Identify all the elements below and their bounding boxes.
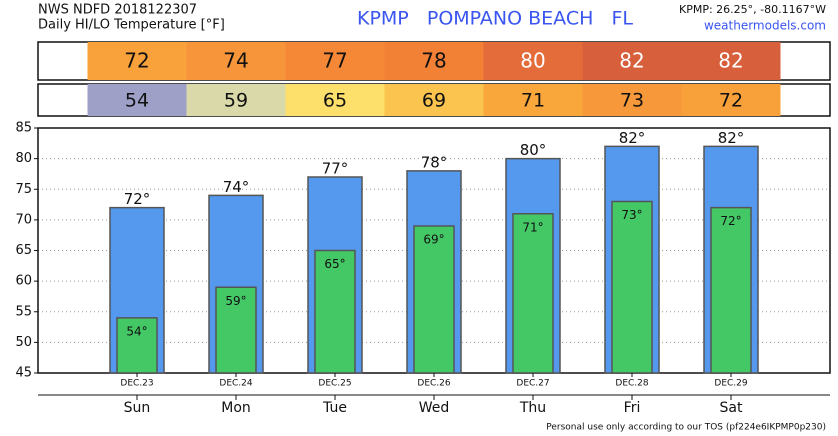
y-tick-label: 85 — [15, 121, 32, 136]
y-tick-label: 60 — [15, 274, 32, 289]
y-tick-label: 70 — [15, 212, 32, 227]
bar-label: 73° — [621, 208, 642, 222]
strip-cell — [384, 84, 484, 116]
strip-value: 65 — [323, 90, 347, 112]
strip-value: 72 — [719, 90, 743, 112]
bar — [611, 200, 653, 374]
bar-label: 54° — [126, 324, 147, 338]
strip-value: 74 — [223, 49, 248, 73]
strip-cell — [186, 42, 286, 80]
bar — [116, 317, 158, 374]
strip-cell — [483, 42, 583, 80]
strip-cell — [186, 84, 286, 116]
date-label: DEC.24 — [219, 379, 252, 389]
bar — [710, 206, 752, 374]
bar — [314, 249, 356, 374]
bar-label: 77° — [322, 160, 349, 178]
strip-value: 80 — [520, 49, 545, 73]
x-tick-label: Sun — [124, 400, 151, 416]
strip-cell — [87, 84, 187, 116]
x-tick-label: Wed — [419, 400, 450, 416]
date-label: DEC.23 — [120, 379, 153, 389]
x-tick-label: Tue — [322, 400, 347, 416]
strip-cell — [681, 42, 781, 80]
y-tick-label: 50 — [15, 335, 32, 350]
strip-value: 78 — [421, 49, 446, 73]
strip-value: 72 — [124, 49, 149, 73]
y-tick-label: 45 — [15, 366, 32, 381]
strip-cell — [582, 84, 682, 116]
strip-cell — [483, 84, 583, 116]
x-tick-label: Sat — [720, 400, 743, 416]
strip-cell — [681, 84, 781, 116]
y-tick-label: 75 — [15, 182, 32, 197]
strip-cell — [285, 42, 385, 80]
y-tick-label: 55 — [15, 304, 32, 319]
strip-cell — [285, 84, 385, 116]
date-label: DEC.25 — [318, 379, 351, 389]
strip-value: 73 — [620, 90, 644, 112]
bar-label: 80° — [520, 141, 547, 159]
bar-label: 72° — [124, 190, 151, 208]
date-label: DEC.29 — [714, 379, 747, 389]
date-label: DEC.28 — [615, 379, 648, 389]
strip-value: 59 — [224, 90, 248, 112]
bar — [215, 286, 257, 374]
y-tick-label: 65 — [15, 243, 32, 258]
strip-value: 77 — [322, 49, 347, 73]
strip-value: 82 — [619, 49, 644, 73]
strip-value: 69 — [422, 90, 446, 112]
strip-cell — [582, 42, 682, 80]
strip-cell — [384, 42, 484, 80]
source: NWS NDFD 2018122307 — [38, 3, 197, 18]
y-tick-label: 80 — [15, 151, 32, 166]
date-label: DEC.26 — [417, 379, 450, 389]
location: KPMP: 26.25°, -80.1167°W — [679, 3, 826, 16]
bar-label: 82° — [718, 129, 745, 147]
bar — [413, 225, 455, 374]
strip-value: 54 — [125, 90, 149, 112]
strip-value: 71 — [521, 90, 545, 112]
x-tick-label: Fri — [624, 400, 641, 416]
chart-title: KPMP POMPANO BEACH FL — [357, 8, 633, 30]
site-link[interactable]: weathermodels.com — [704, 19, 826, 33]
bar-label: 82° — [619, 129, 646, 147]
x-tick-label: Thu — [519, 400, 546, 416]
x-tick-label: Mon — [221, 400, 251, 416]
bar-label: 78° — [421, 153, 448, 171]
bar-label: 59° — [225, 294, 246, 308]
bar-label: 74° — [223, 178, 250, 196]
bar — [512, 213, 554, 374]
bar-label: 69° — [423, 233, 444, 247]
footer: Personal use only according to our TOS (… — [546, 423, 826, 433]
bar-label: 65° — [324, 257, 345, 271]
bar-label: 71° — [522, 220, 543, 234]
strip-value: 82 — [718, 49, 743, 73]
bar-label: 72° — [720, 214, 741, 228]
strip-cell — [87, 42, 187, 80]
date-label: DEC.27 — [516, 379, 549, 389]
subtitle: Daily HI/LO Temperature [°F] — [38, 18, 225, 33]
